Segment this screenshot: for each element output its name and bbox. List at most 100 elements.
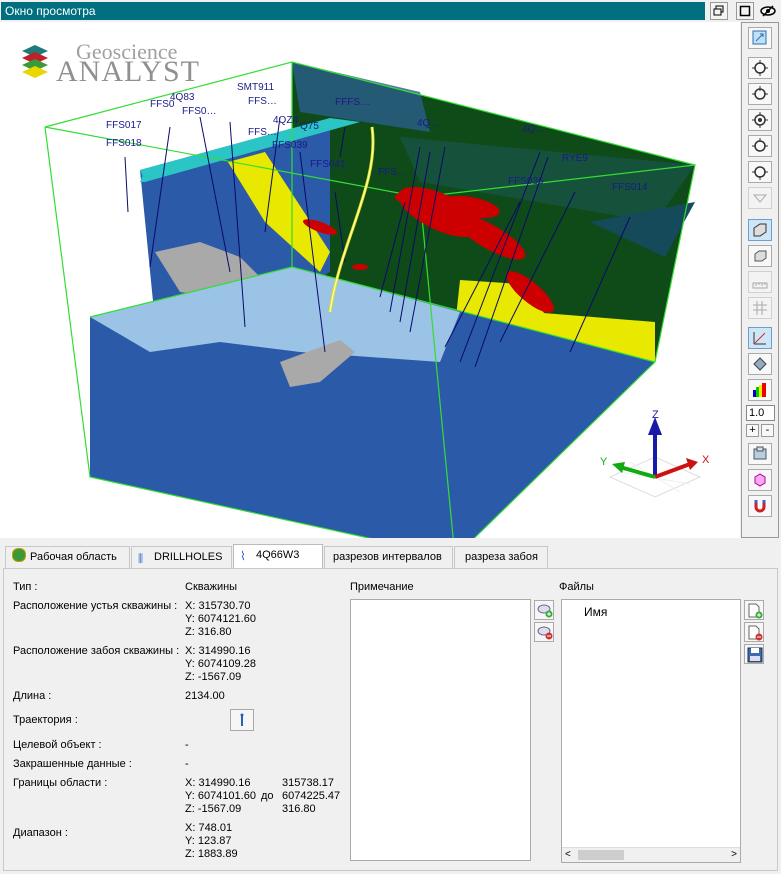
- clipping-icon: [753, 357, 767, 371]
- drillhole-trace-icon: [240, 713, 244, 726]
- orthographic-icon: [754, 250, 767, 262]
- collar-z: Z: 316.80: [185, 626, 232, 638]
- well-label-4q83[interactable]: 4Q83: [170, 92, 195, 103]
- colorbar-button[interactable]: [748, 379, 772, 401]
- view-north-button[interactable]: [748, 83, 772, 105]
- well-label-q75[interactable]: Q75: [300, 121, 319, 132]
- clipping-button[interactable]: [748, 353, 772, 375]
- 3d-viewport[interactable]: SMT911 FFS017 FFS018 4Q83 FFS0 4QZ4 FFS0…: [0, 22, 740, 538]
- scroll-right-icon[interactable]: >: [731, 849, 737, 860]
- range-y: Y: 123.87: [185, 835, 232, 847]
- magnet-icon: [754, 500, 766, 513]
- maximize-button[interactable]: [736, 2, 754, 20]
- svg-text:FFS0…: FFS0…: [182, 106, 216, 117]
- well-label-ffs018[interactable]: FFS018: [106, 138, 142, 149]
- tab-label: 4Q66W3: [256, 549, 300, 561]
- grid-button[interactable]: [748, 297, 772, 319]
- view-south-icon: [752, 166, 768, 180]
- well-label-4qz4[interactable]: 4QZ4: [273, 115, 298, 126]
- save-file-button[interactable]: [744, 644, 764, 664]
- collar-x: X: 315730.70: [185, 600, 251, 612]
- magnet-button[interactable]: [748, 495, 772, 517]
- bounds-min-z: Z: -1567.09: [185, 803, 242, 815]
- zoom-extents-icon: [752, 30, 767, 45]
- ruler-button[interactable]: [748, 271, 772, 293]
- well-label-ffs017[interactable]: FFS017: [106, 120, 142, 131]
- view-center-icon: [752, 112, 768, 128]
- range-x: X: 748.01: [185, 822, 233, 834]
- drillholes-icon: ⫼: [138, 553, 144, 565]
- well-label-smt911[interactable]: SMT911: [237, 82, 274, 93]
- scroll-thumb[interactable]: [578, 850, 624, 860]
- bounds-min-x: X: 314990.16: [185, 777, 251, 789]
- geology-model-scene[interactable]: SMT911 FFS017 FFS018 4Q83 FFS0 4QZ4 FFS0…: [0, 22, 740, 538]
- view-east-button[interactable]: [748, 135, 772, 157]
- view-south-button[interactable]: [748, 161, 772, 183]
- tab-toe-sections[interactable]: разреза забоя: [454, 546, 548, 568]
- bounds-max-y: 6074225.47: [282, 790, 341, 802]
- colorbar-icon: [753, 383, 766, 397]
- well-label-ffs036[interactable]: FFS036: [508, 176, 544, 187]
- view-north-icon: [752, 86, 768, 100]
- restore-button[interactable]: [710, 2, 728, 20]
- bounds-label: Границы области :: [13, 777, 108, 789]
- svg-text:FFFS…: FFFS…: [335, 97, 370, 108]
- add-note-button[interactable]: [534, 600, 554, 620]
- files-column-header[interactable]: Имя: [584, 605, 608, 619]
- well-label-rye9[interactable]: RYE9: [562, 153, 588, 164]
- axis-triad: Z X Y: [600, 409, 710, 498]
- tab-drillholes[interactable]: ⫼ DRILLHOLES: [131, 546, 232, 568]
- axes-button[interactable]: [748, 327, 772, 349]
- tab-workspace[interactable]: Рабочая область: [5, 546, 130, 568]
- collar-y: Y: 6074121.60: [185, 613, 256, 625]
- target-label: Целевой объект :: [13, 739, 102, 751]
- tab-label: разрезов интервалов: [333, 551, 442, 563]
- orthographic-button[interactable]: [748, 245, 772, 267]
- wireframe-button[interactable]: [748, 469, 772, 491]
- view-top-button[interactable]: [748, 57, 772, 79]
- range-z: Z: 1883.89: [185, 848, 238, 860]
- remove-file-button[interactable]: [744, 622, 764, 642]
- well-label-ffs0[interactable]: FFS0: [150, 99, 175, 110]
- axis-y-label: Y: [600, 456, 608, 468]
- target-value: -: [185, 739, 189, 751]
- add-note-icon: [537, 604, 553, 618]
- well-label-ffs039[interactable]: FFS039: [272, 140, 308, 151]
- add-file-icon: [748, 603, 763, 619]
- zoom-in-button[interactable]: +: [746, 424, 759, 437]
- view-bottom-button[interactable]: [748, 187, 772, 209]
- files-horizontal-scrollbar[interactable]: < >: [562, 847, 740, 862]
- toe-label: Расположение забоя скважины :: [13, 645, 180, 657]
- tab-label: разреза забоя: [465, 551, 538, 563]
- geoscience-analyst-logo: Geoscience ANALYST: [18, 39, 199, 89]
- zoom-out-button[interactable]: -: [761, 424, 774, 437]
- view-bottom-icon: [752, 194, 768, 203]
- snapshot-button[interactable]: [748, 443, 772, 465]
- tab-label: Рабочая область: [30, 551, 117, 563]
- bounds-max-z: 316.80: [282, 803, 316, 815]
- tab-interval-sections[interactable]: разрезов интервалов: [324, 546, 453, 568]
- perspective-button[interactable]: [748, 219, 772, 241]
- svg-text:FFS…: FFS…: [248, 127, 277, 138]
- perspective-icon: [753, 223, 767, 237]
- remove-note-button[interactable]: [534, 622, 554, 642]
- well-label-ffs041[interactable]: FFS041: [310, 159, 346, 170]
- well-label-ffs014[interactable]: FFS014: [612, 182, 648, 193]
- add-file-button[interactable]: [744, 600, 764, 620]
- zoom-level-field[interactable]: 1.0: [746, 405, 775, 421]
- files-list[interactable]: Имя < >: [561, 599, 741, 863]
- visibility-toggle[interactable]: [760, 2, 778, 20]
- colored-data-label: Закрашенные данные :: [13, 758, 132, 770]
- toe-z: Z: -1567.09: [185, 671, 242, 683]
- type-label: Тип :: [13, 581, 38, 593]
- tab-4q66w3[interactable]: ⌇ 4Q66W3: [233, 544, 323, 569]
- scroll-left-icon[interactable]: <: [565, 849, 571, 860]
- type-value: Скважины: [185, 581, 238, 593]
- view-toolbar: 1.0 + -: [741, 22, 779, 538]
- workspace-icon: [12, 548, 26, 562]
- length-label: Длина :: [13, 690, 52, 702]
- view-center-button[interactable]: [748, 109, 772, 131]
- notes-textarea[interactable]: [350, 599, 531, 861]
- trajectory-button[interactable]: [230, 709, 254, 731]
- zoom-extents-button[interactable]: [748, 27, 772, 49]
